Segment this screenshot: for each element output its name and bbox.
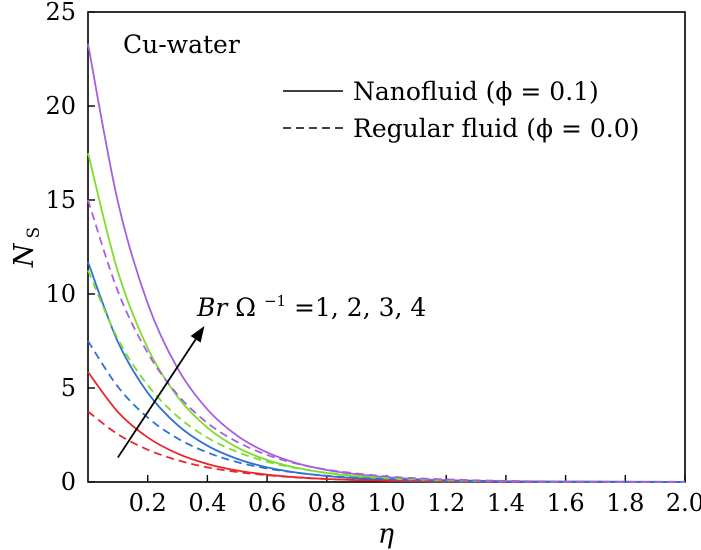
svg-text:N S: N S bbox=[9, 227, 44, 268]
y-tick-label: 10 bbox=[45, 280, 76, 308]
x-tick-label: 1.0 bbox=[367, 489, 405, 517]
series-layer bbox=[87, 43, 686, 483]
annotation-sup: −1 bbox=[264, 292, 286, 310]
annotation-tail: =1, 2, 3, 4 bbox=[294, 293, 426, 322]
x-tick-label: 0.2 bbox=[129, 489, 167, 517]
x-tick-label: 0.4 bbox=[188, 489, 226, 517]
x-axis-title: η bbox=[378, 519, 394, 550]
y-axis-title-main: N bbox=[9, 242, 40, 268]
x-tick-label: 1.8 bbox=[606, 489, 644, 517]
annotation-arrow bbox=[117, 338, 197, 459]
y-tick-label: 15 bbox=[45, 186, 76, 214]
y-axis-title-sub: S bbox=[24, 227, 44, 239]
y-tick-label: 25 bbox=[45, 0, 76, 26]
series-line-nanofluid-1 bbox=[87, 371, 685, 483]
inset-label: Cu-water bbox=[123, 30, 240, 59]
series-line-regular-3 bbox=[87, 270, 685, 483]
annotation-rest: Ω bbox=[235, 293, 256, 322]
annotation-var: Br bbox=[196, 293, 229, 322]
ticks: 0.2 0.4 0.6 0.8 1.0 1.2 1.4 1.6 1.8 2.0 0 5 10 15 20 25 bbox=[45, 0, 701, 517]
y-tick-label: 0 bbox=[61, 468, 76, 496]
legend-label-nanofluid: Nanofluid (ϕ = 0.1) bbox=[353, 77, 599, 106]
x-tick-label: 1.2 bbox=[427, 489, 465, 517]
y-tick-label: 20 bbox=[45, 92, 76, 120]
legend: Nanofluid (ϕ = 0.1) Regular fluid (ϕ = 0… bbox=[283, 77, 639, 143]
y-tick-label: 5 bbox=[61, 374, 76, 402]
series-line-regular-4 bbox=[87, 199, 685, 483]
annotation: Br Ω −1 =1, 2, 3, 4 bbox=[117, 283, 426, 459]
annotation-label: Br Ω −1 =1, 2, 3, 4 bbox=[196, 283, 426, 322]
legend-label-regular: Regular fluid (ϕ = 0.0) bbox=[353, 114, 639, 143]
x-tick-label: 1.6 bbox=[547, 489, 585, 517]
y-axis-title: N S bbox=[9, 227, 44, 268]
x-tick-label: 0.6 bbox=[248, 489, 286, 517]
x-tick-label: 0.8 bbox=[308, 489, 346, 517]
x-tick-label: 2.0 bbox=[666, 489, 701, 517]
series-line-regular-2 bbox=[87, 340, 686, 483]
annotation-arrow-head bbox=[190, 325, 205, 343]
x-tick-label: 1.4 bbox=[487, 489, 525, 517]
series-line-regular-1 bbox=[87, 410, 685, 483]
